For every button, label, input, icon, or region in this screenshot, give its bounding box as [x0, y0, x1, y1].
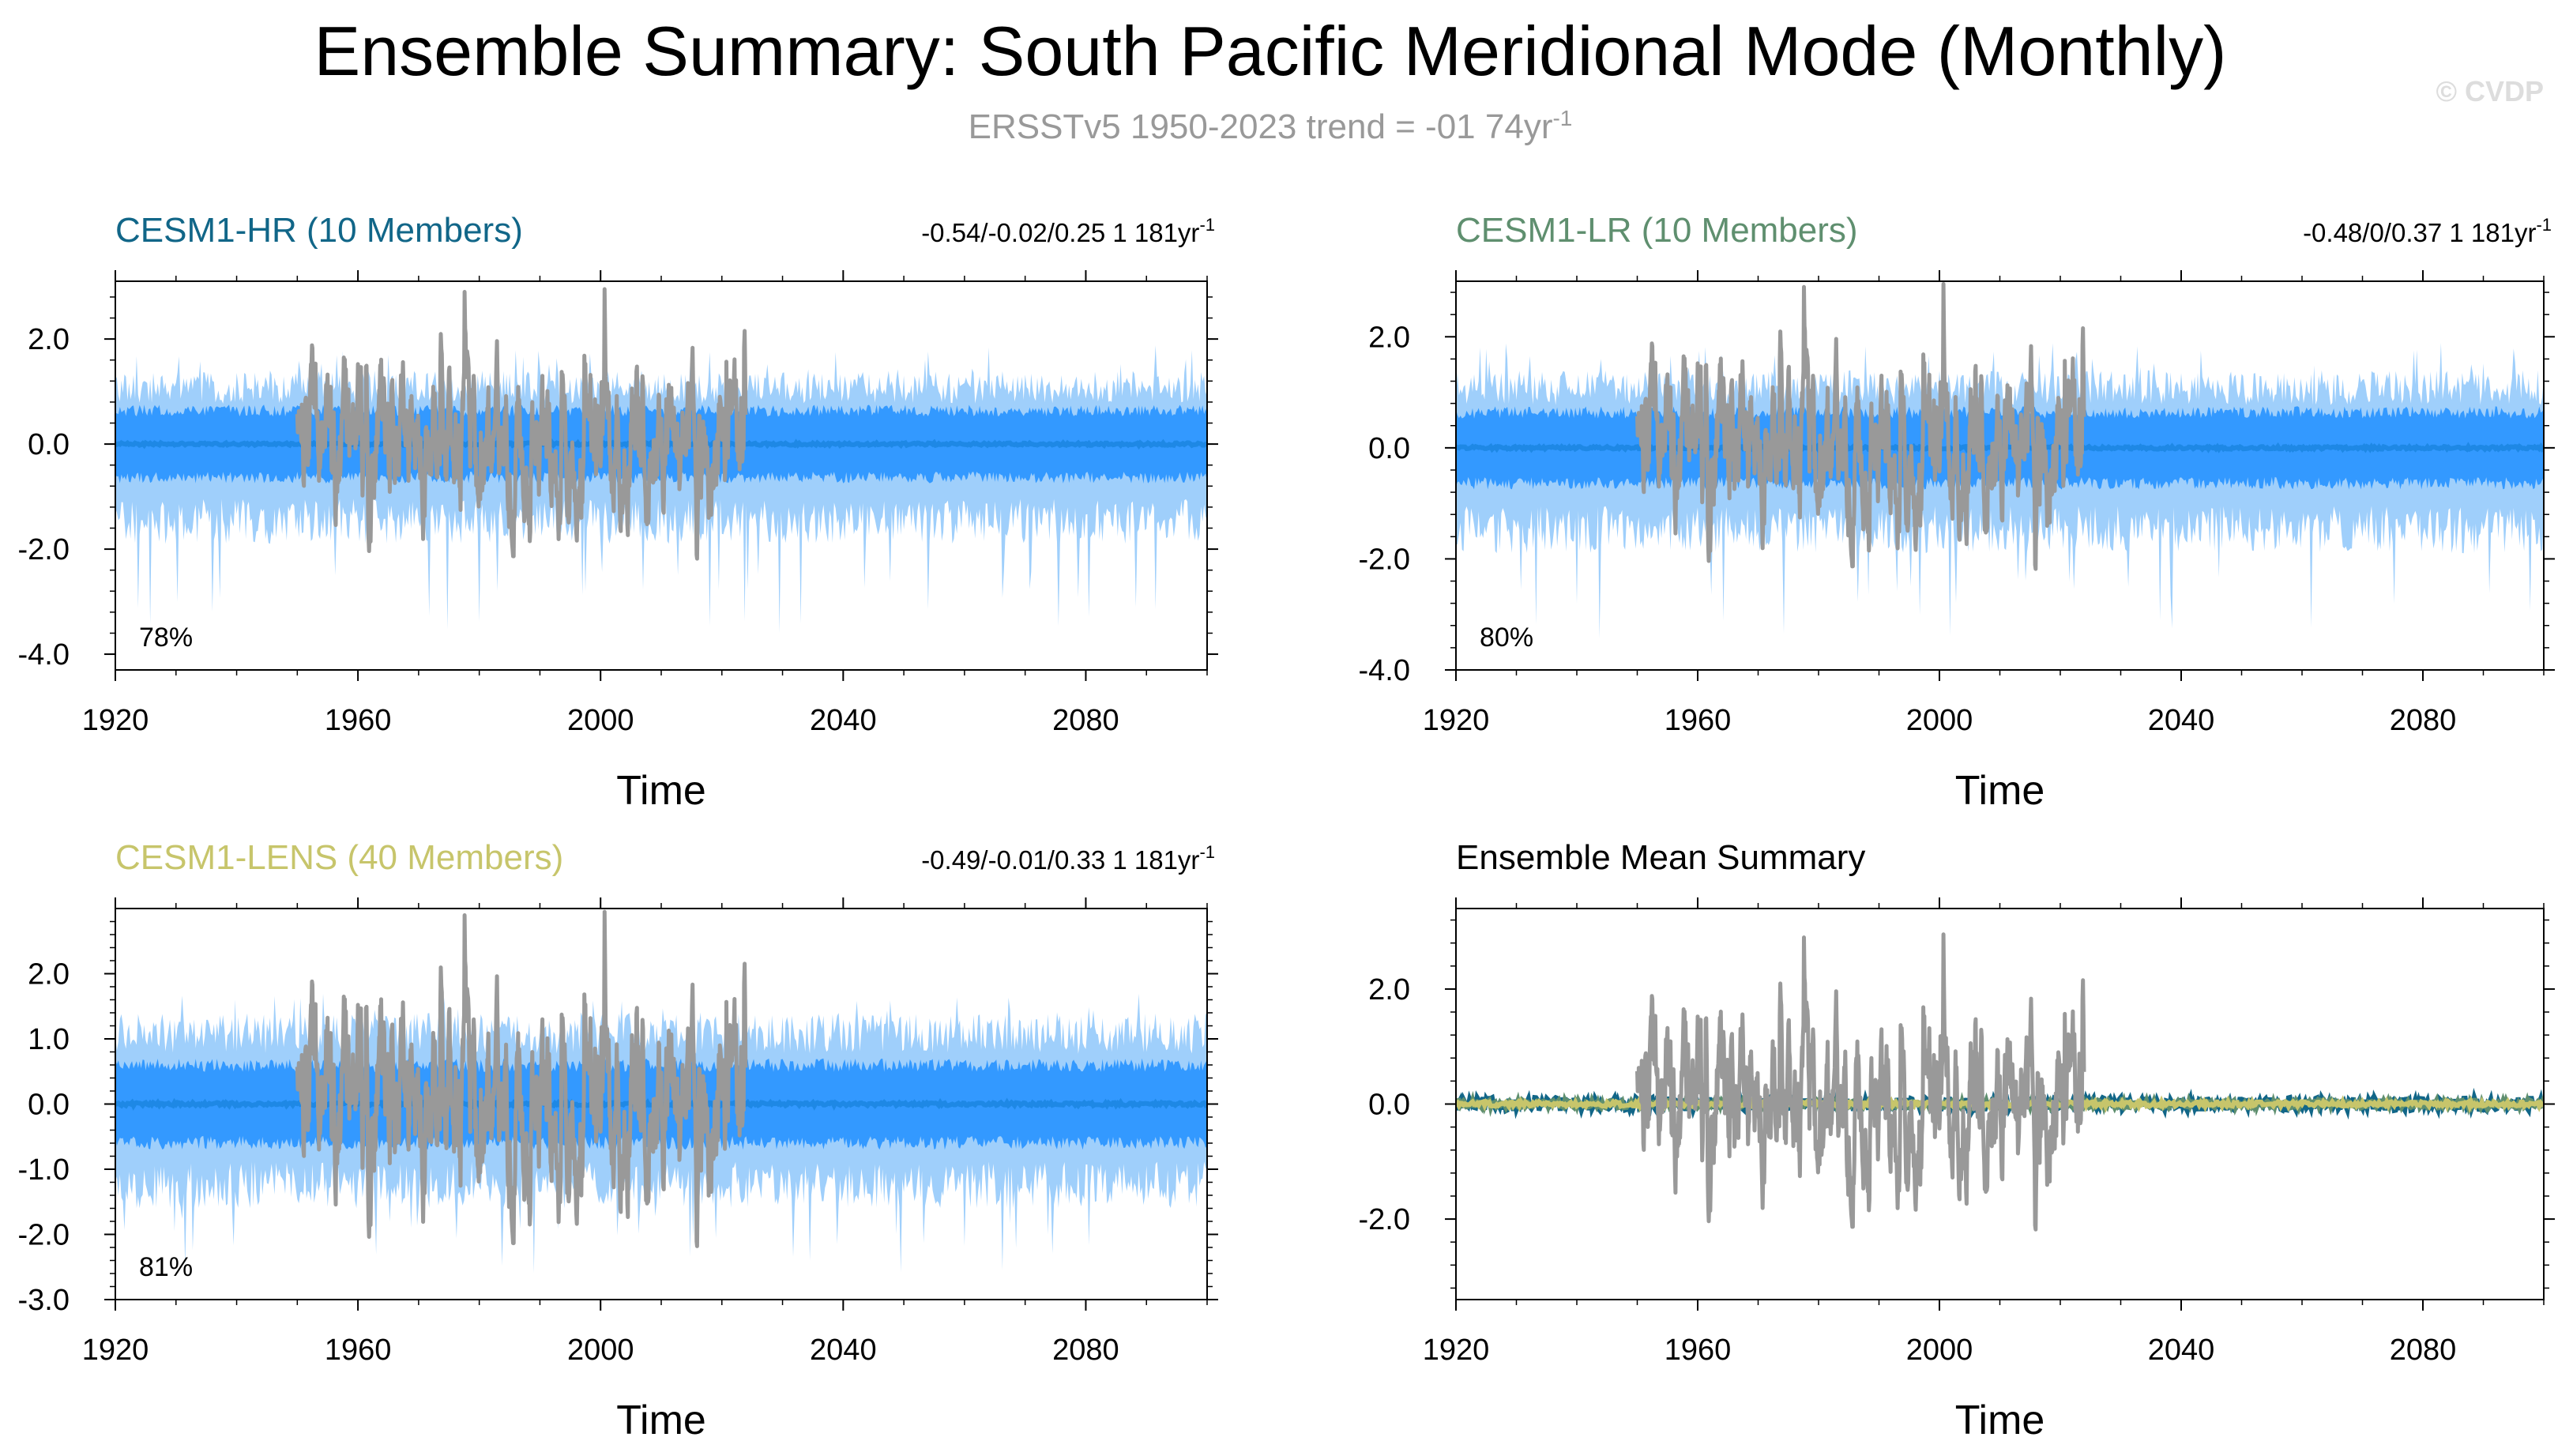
panel-title: CESM1-LR (10 Members): [1456, 211, 1858, 250]
plot-layer: [115, 909, 1207, 1274]
y-tick-label: -4.0: [18, 638, 70, 672]
panel-lens: 1920 1960 2000 2040 2080 2.0 1.0 0.0 -1.0 -2.0 -3.…: [18, 838, 1218, 1443]
figure-subtitle: ERSSTv5 1950-2023 trend = -01 74yr-1: [969, 106, 1573, 146]
watermark: © CVDP: [2436, 75, 2544, 107]
y-tick-label: -2.0: [1359, 543, 1410, 576]
x-axis-label: Time: [1955, 768, 2045, 814]
x-tick-label: 1920: [1423, 1334, 1490, 1367]
observed-series-line: [1635, 282, 2086, 571]
x-tick-label: 2040: [2148, 704, 2215, 737]
y-tick-label: 2.0: [1368, 973, 1410, 1006]
y-tick-label: 1.0: [28, 1023, 70, 1056]
y-tick-label: 0.0: [28, 1089, 70, 1122]
y-tick-label: 0.0: [28, 428, 70, 461]
x-tick-label: 1960: [1665, 1334, 1732, 1367]
x-tick-label: 2040: [2148, 1334, 2215, 1367]
x-tick-label: 1960: [325, 1334, 392, 1367]
plot-layer: [115, 287, 1207, 634]
panel-percent-label: 78%: [139, 623, 193, 653]
observed-series-line: [295, 909, 748, 1248]
y-tick-label: -1.0: [18, 1153, 70, 1187]
x-tick-label: 1920: [1423, 704, 1490, 737]
x-tick-label: 2000: [567, 704, 634, 737]
y-tick-label: -2.0: [1359, 1203, 1410, 1236]
y-tick-label: -2.0: [18, 533, 70, 566]
y-tick-label: 0.0: [1368, 1089, 1410, 1122]
x-tick-label: 1920: [82, 704, 149, 737]
x-tick-label: 2080: [2390, 1334, 2457, 1367]
x-tick-label: 1960: [1665, 704, 1732, 737]
y-tick-label: 2.0: [28, 958, 70, 991]
x-tick-label: 2000: [567, 1334, 634, 1367]
y-tick-label: 0.0: [1368, 432, 1410, 465]
panel-percent-label: 80%: [1480, 623, 1533, 653]
panel-title: Ensemble Mean Summary: [1456, 838, 1865, 877]
x-axis-label: Time: [616, 1398, 706, 1443]
figure-title: Ensemble Summary: South Pacific Meridion…: [314, 12, 2227, 90]
observed-series-line: [1635, 932, 2086, 1232]
x-tick-label: 1920: [82, 1334, 149, 1367]
panel-stats-label: -0.54/-0.02/0.25 1 181yr-1: [921, 215, 1215, 247]
plot-layer: [1456, 282, 2544, 639]
x-tick-label: 2000: [1906, 1334, 1973, 1367]
y-tick-label: -2.0: [18, 1219, 70, 1252]
x-axis-label: Time: [1955, 1398, 2045, 1443]
x-tick-label: 2080: [1052, 1334, 1119, 1367]
x-tick-label: 2000: [1906, 704, 1973, 737]
panel-lr: 1920 1960 2000 2040 2080 2.0 0.0 -2.0 -4.0 CESM1-…: [1359, 211, 2555, 814]
panel-title: CESM1-HR (10 Members): [115, 211, 523, 250]
x-tick-label: 2040: [810, 1334, 877, 1367]
y-tick-label: 2.0: [28, 323, 70, 356]
panel-title: CESM1-LENS (40 Members): [115, 838, 563, 877]
x-tick-label: 1960: [325, 704, 392, 737]
panel-hr: 1920 1960 2000 2040 2080 2.0 0.0 -2.0 -4.0 CESM1-…: [18, 211, 1218, 814]
y-tick-label: -3.0: [18, 1284, 70, 1317]
panel-stats-label: -0.49/-0.01/0.33 1 181yr-1: [921, 842, 1215, 875]
x-axis-label: Time: [616, 768, 706, 814]
plot-layer: [1456, 932, 2544, 1232]
panel-summary: 1920 1960 2000 2040 2080 2.0 0.0 -2.0 Ensemble M…: [1359, 838, 2555, 1443]
x-tick-label: 2040: [810, 704, 877, 737]
y-tick-label: 2.0: [1368, 321, 1410, 354]
y-tick-label: -4.0: [1359, 654, 1410, 687]
x-tick-label: 2080: [1052, 704, 1119, 737]
panel-percent-label: 81%: [139, 1252, 193, 1282]
panel-stats-label: -0.48/0/0.37 1 181yr-1: [2303, 215, 2552, 247]
observed-series-line: [295, 287, 748, 561]
x-tick-label: 2080: [2390, 704, 2457, 737]
